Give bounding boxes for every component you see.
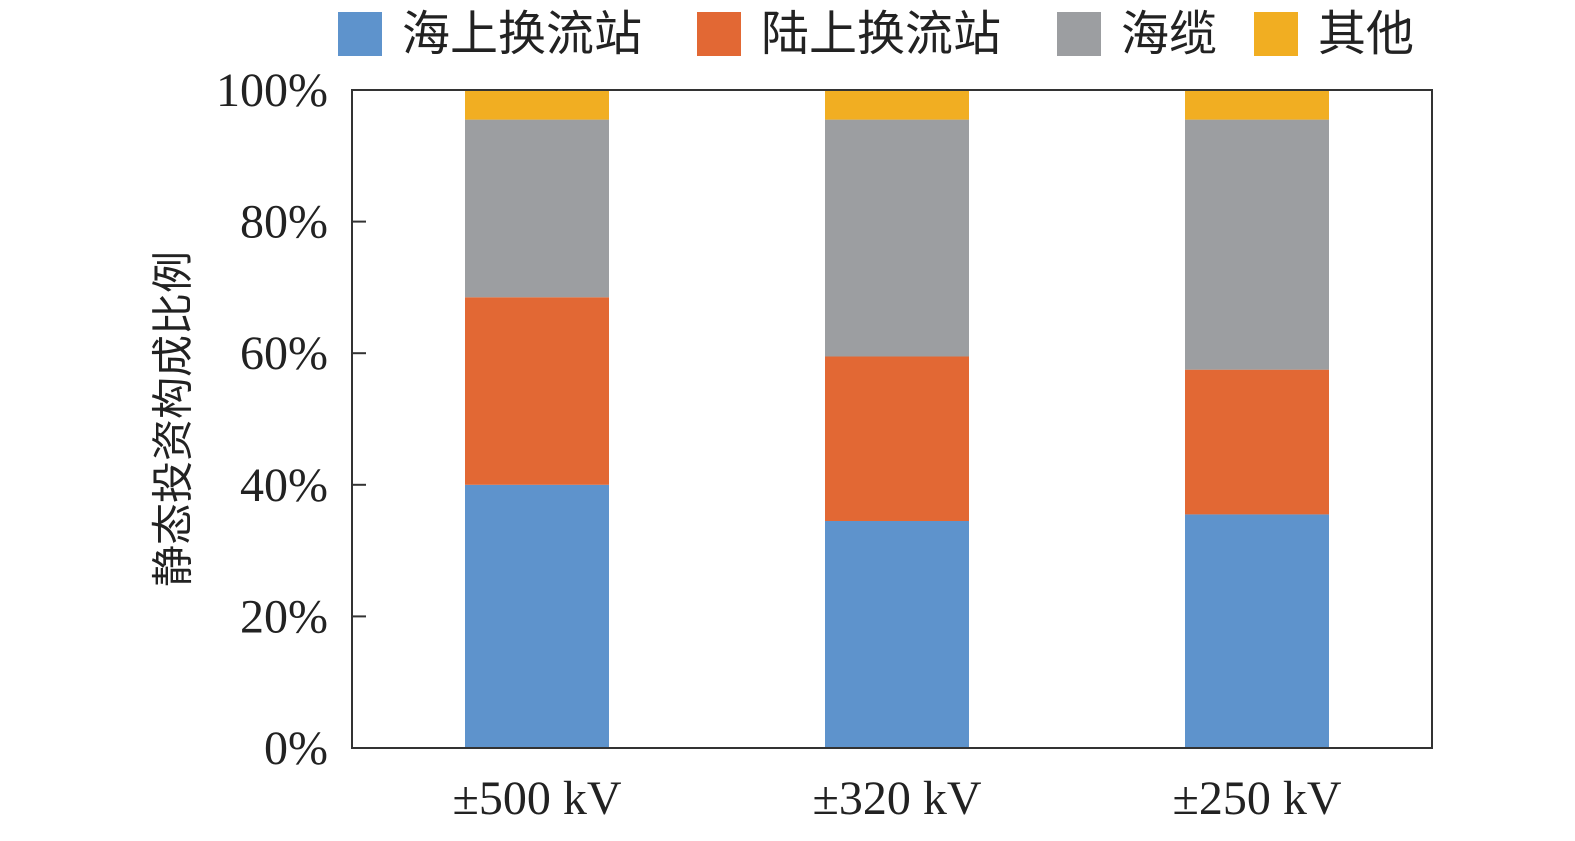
- bar-segment-1-series-4: [465, 90, 609, 120]
- bar-segment-1-series-3: [465, 119, 609, 298]
- plot-frame: [351, 89, 1433, 749]
- y-tick-label: 40%: [240, 459, 328, 512]
- y-axis: 0% 20% 40% 60% 80% 100%: [216, 64, 366, 775]
- bar-segment-1-series-1: [465, 484, 609, 748]
- legend-item-4: 其他: [1254, 6, 1414, 62]
- bar-segment-2-series-1: [825, 520, 969, 748]
- y-axis-label: 静态投资构成比例: [149, 251, 198, 587]
- legend-item-2: 陆上换流站: [697, 6, 1001, 62]
- x-tick-label: ±320 kV: [812, 772, 981, 825]
- x-tick-label: ±250 kV: [1172, 772, 1341, 825]
- legend-label: 其他: [1318, 6, 1414, 62]
- legend-swatch: [1254, 12, 1298, 56]
- legend-item-3: 海缆: [1057, 6, 1217, 62]
- bar-segment-3-series-3: [1185, 119, 1329, 370]
- bar-segment-2-series-4: [825, 90, 969, 120]
- legend-label: 海上换流站: [402, 6, 642, 62]
- legend-label: 陆上换流站: [761, 6, 1001, 62]
- bar-segment-3-series-4: [1185, 90, 1329, 120]
- legend-swatch: [1057, 12, 1101, 56]
- legend-label: 海缆: [1121, 6, 1217, 62]
- bar-segment-1-series-2: [465, 297, 609, 485]
- bar-segment-3-series-2: [1185, 369, 1329, 515]
- x-tick-label: ±500 kV: [452, 772, 621, 825]
- bar-segment-2-series-3: [825, 119, 969, 357]
- legend-swatch: [338, 12, 382, 56]
- legend-swatch: [697, 12, 741, 56]
- y-tick-label: 20%: [240, 590, 328, 643]
- x-axis: ±500 kV ±320 kV ±250 kV: [452, 772, 1341, 825]
- bars: [465, 90, 1329, 748]
- bar-segment-2-series-2: [825, 356, 969, 521]
- y-tick-label: 80%: [240, 196, 328, 249]
- y-tick-label: 100%: [216, 64, 328, 117]
- bar-segment-3-series-1: [1185, 514, 1329, 748]
- y-tick-label: 0%: [264, 722, 328, 775]
- legend: 海上换流站 陆上换流站 海缆 其他: [338, 6, 1414, 62]
- y-tick-label: 60%: [240, 327, 328, 380]
- legend-item-1: 海上换流站: [338, 6, 642, 62]
